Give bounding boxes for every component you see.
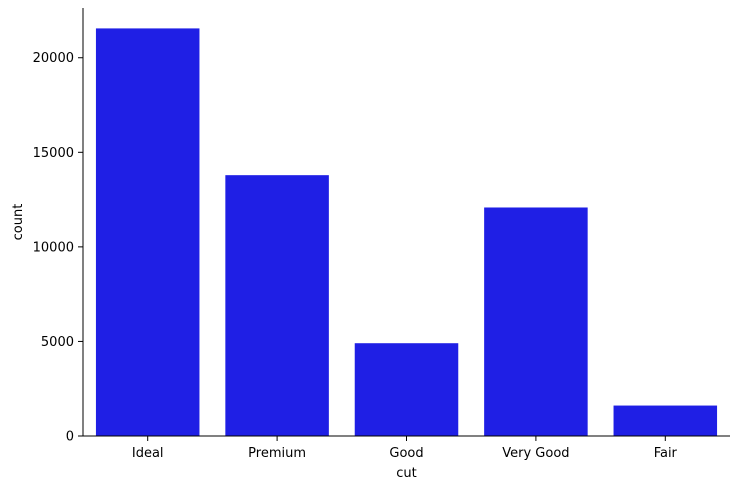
x-tick-label-fair: Fair xyxy=(654,446,678,461)
bar-fair xyxy=(613,405,718,436)
bar-ideal xyxy=(95,28,200,436)
x-tick-label-good: Good xyxy=(389,446,423,461)
y-tick-label: 20000 xyxy=(33,51,74,66)
x-tick-label-premium: Premium xyxy=(248,446,306,461)
x-tick-label-very-good: Very Good xyxy=(502,446,569,461)
x-tick-label-ideal: Ideal xyxy=(132,446,164,461)
bar-premium xyxy=(225,175,329,437)
y-tick-label: 5000 xyxy=(41,335,74,350)
bar-group xyxy=(95,28,718,437)
x-axis-title: cut xyxy=(396,466,416,481)
bar-good xyxy=(354,343,459,436)
x-axis-ticks: Ideal Premium Good Very Good Fair xyxy=(132,436,678,461)
y-tick-label: 0 xyxy=(66,430,74,445)
y-tick-label: 10000 xyxy=(33,240,74,255)
bar-very-good xyxy=(484,207,588,436)
y-axis-ticks: 0 5000 10000 15000 20000 xyxy=(33,51,83,445)
y-axis-title: count xyxy=(11,204,26,241)
y-tick-label: 15000 xyxy=(33,146,74,161)
